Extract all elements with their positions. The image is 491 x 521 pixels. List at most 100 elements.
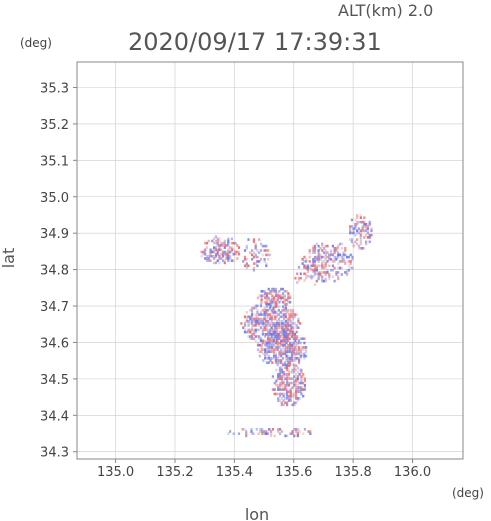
echo-cell — [289, 381, 292, 385]
echo-cell — [317, 260, 320, 263]
echo-cell — [303, 357, 306, 360]
echo-cell — [288, 315, 291, 319]
echo-cell — [283, 303, 286, 306]
echo-cell — [277, 428, 280, 431]
echo-cell — [261, 317, 264, 321]
echo-cell — [322, 279, 326, 283]
echo-cell — [335, 273, 338, 276]
echo-cell — [357, 227, 361, 230]
echo-cell — [256, 249, 259, 252]
echo-cell — [213, 261, 216, 265]
echo-cell — [269, 359, 272, 362]
echo-cell — [303, 388, 306, 391]
echo-cell — [221, 259, 225, 262]
echo-cell — [315, 266, 318, 270]
echo-cell — [366, 227, 369, 230]
echo-cell — [265, 244, 268, 248]
echo-cell — [237, 250, 241, 254]
echo-cell — [225, 252, 228, 256]
echo-cell — [274, 339, 277, 343]
echo-cell — [220, 241, 223, 245]
echo-cell — [292, 341, 295, 345]
echo-cell — [301, 337, 304, 340]
echo-cell — [287, 333, 290, 336]
echo-cell — [297, 322, 300, 325]
echo-cell — [289, 330, 292, 334]
echo-cell — [209, 250, 212, 254]
echo-cell — [278, 388, 282, 391]
echo-cell — [260, 350, 263, 354]
echo-cell — [294, 359, 297, 362]
echo-cell — [274, 303, 277, 306]
echo-cell — [296, 341, 299, 345]
echo-cell — [333, 251, 336, 254]
echo-cell — [268, 313, 271, 316]
echo-cell — [264, 343, 267, 347]
echo-cell — [290, 348, 293, 351]
echo-cell — [272, 328, 275, 332]
echo-cell — [216, 248, 219, 252]
echo-cell — [281, 313, 284, 316]
echo-cell — [281, 333, 285, 336]
echo-cell — [283, 324, 286, 327]
echo-cell — [269, 348, 272, 351]
echo-cell — [313, 271, 317, 274]
echo-cell — [284, 388, 287, 391]
echo-cell — [213, 257, 216, 260]
echo-cell — [290, 328, 293, 332]
echo-cell — [274, 361, 277, 364]
echo-cell — [303, 354, 306, 358]
echo-cell — [356, 231, 359, 235]
echo-cell — [293, 333, 296, 336]
echo-cell — [270, 330, 273, 334]
echo-cell — [265, 361, 268, 364]
echo-cell — [286, 366, 289, 370]
x-tick-label: 135.0 — [97, 465, 134, 480]
echo-cell — [229, 257, 232, 260]
echo-cell — [287, 390, 290, 394]
echo-cell — [272, 324, 275, 327]
echo-cell — [271, 298, 274, 302]
echo-cell — [319, 273, 322, 276]
echo-cell — [263, 308, 266, 312]
echo-cell — [324, 273, 327, 276]
echo-cell — [313, 255, 317, 259]
echo-cell — [303, 272, 306, 276]
echo-cell — [294, 343, 297, 347]
echo-cell — [281, 326, 284, 329]
echo-cell — [292, 333, 295, 336]
echo-cell — [294, 428, 298, 431]
echo-cell — [294, 354, 297, 358]
echo-cell — [274, 290, 277, 293]
y-tick-label: 34.4 — [40, 409, 69, 424]
echo-cell — [263, 249, 266, 252]
echo-cell — [218, 257, 221, 260]
echo-cell — [359, 236, 362, 239]
echo-cell — [252, 328, 255, 332]
echo-cell — [230, 241, 233, 245]
echo-cell — [273, 339, 276, 343]
echo-cell — [331, 275, 334, 278]
echo-cell — [330, 251, 333, 254]
echo-cell — [292, 337, 295, 340]
echo-cell — [300, 388, 303, 391]
echo-cell — [263, 315, 266, 319]
echo-cell — [269, 290, 272, 293]
echo-cell — [256, 319, 259, 323]
echo-cell — [294, 394, 298, 398]
echo-cell — [350, 218, 353, 222]
echo-cell — [349, 229, 352, 233]
echo-cell — [263, 244, 266, 248]
echo-cell — [284, 315, 287, 319]
echo-cell — [287, 384, 290, 387]
echo-cell — [256, 348, 260, 351]
echo-cell — [333, 258, 336, 261]
echo-cell — [278, 428, 282, 431]
echo-cell — [289, 343, 292, 347]
echo-cell — [292, 315, 295, 319]
echo-cell — [209, 248, 212, 252]
echo-cell — [202, 252, 205, 256]
echo-cell — [254, 244, 257, 248]
echo-cell — [286, 373, 289, 376]
echo-cell — [220, 252, 223, 256]
